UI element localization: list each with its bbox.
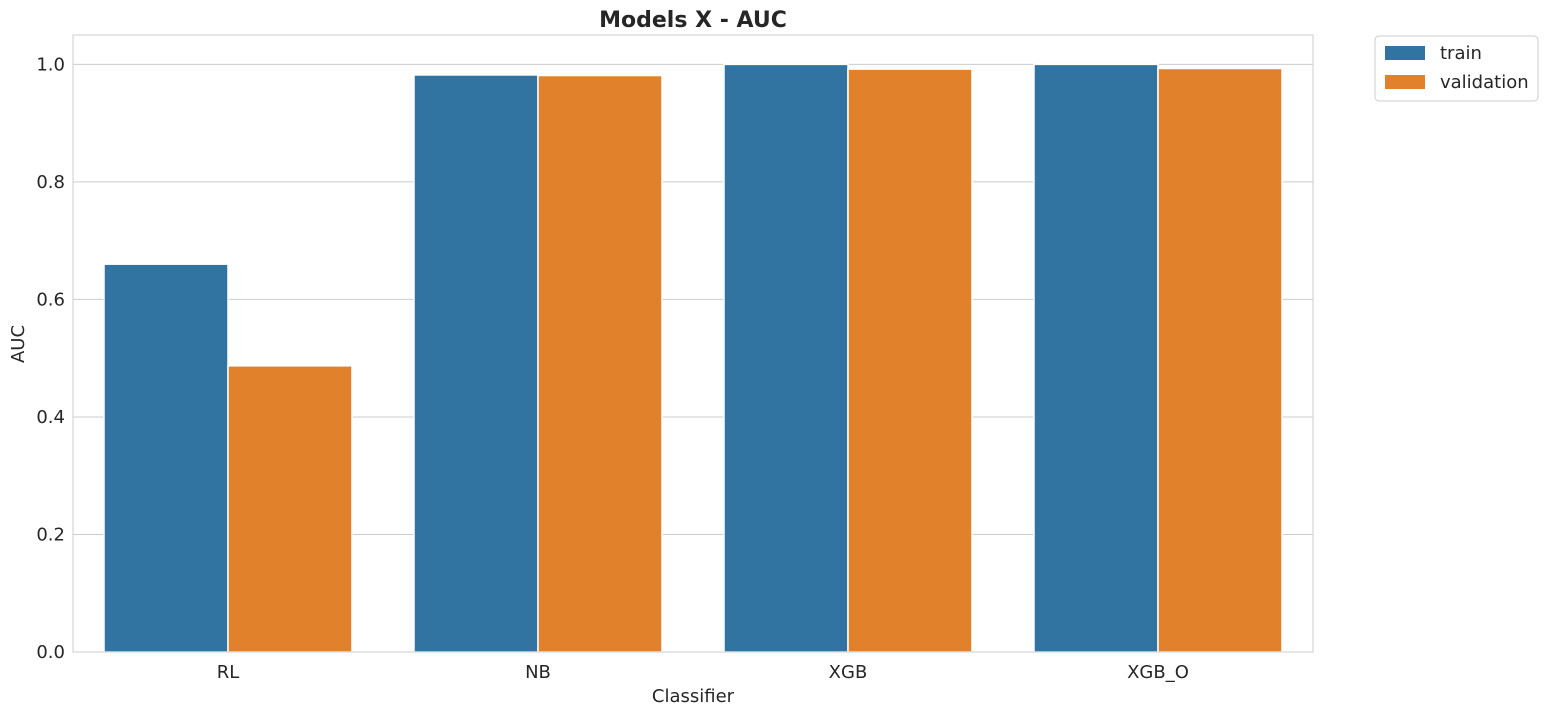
legend: train validation — [1374, 35, 1539, 102]
x-tick-label: NB — [525, 662, 551, 683]
legend-label-train: train — [1440, 43, 1482, 64]
y-tick-label: 0.2 — [36, 524, 65, 545]
x-tick-label: XGB — [829, 662, 868, 683]
bar-validation-XGB — [847, 68, 973, 653]
bar-train-XGB_O — [1033, 63, 1159, 653]
legend-swatch-train — [1385, 46, 1425, 60]
bar-train-RL — [103, 263, 229, 653]
bar-train-XGB — [723, 63, 849, 653]
bars — [103, 63, 1283, 653]
x-axis-ticks: RL NB XGB XGB_O — [217, 662, 1189, 683]
bar-validation-NB — [537, 74, 663, 653]
chart-title: Models X - AUC — [599, 8, 787, 33]
y-tick-label: 0.8 — [36, 172, 65, 193]
y-tick-label: 0.6 — [36, 289, 65, 310]
legend-swatch-validation — [1385, 75, 1425, 89]
bar-validation-XGB_O — [1157, 67, 1283, 653]
y-axis-ticks: 0.0 0.2 0.4 0.6 0.8 1.0 — [36, 54, 65, 663]
plot-frame — [72, 34, 1314, 653]
x-axis-label: Classifier — [652, 686, 735, 707]
bar-validation-RL — [227, 365, 353, 653]
y-tick-label: 0.0 — [36, 642, 65, 663]
y-tick-label: 1.0 — [36, 54, 65, 75]
legend-label-validation: validation — [1440, 72, 1529, 93]
x-tick-label: XGB_O — [1127, 662, 1189, 683]
bar-train-NB — [413, 74, 539, 653]
y-tick-label: 0.4 — [36, 407, 65, 428]
x-tick-label: RL — [217, 662, 240, 683]
y-axis-label: AUC — [8, 325, 29, 363]
